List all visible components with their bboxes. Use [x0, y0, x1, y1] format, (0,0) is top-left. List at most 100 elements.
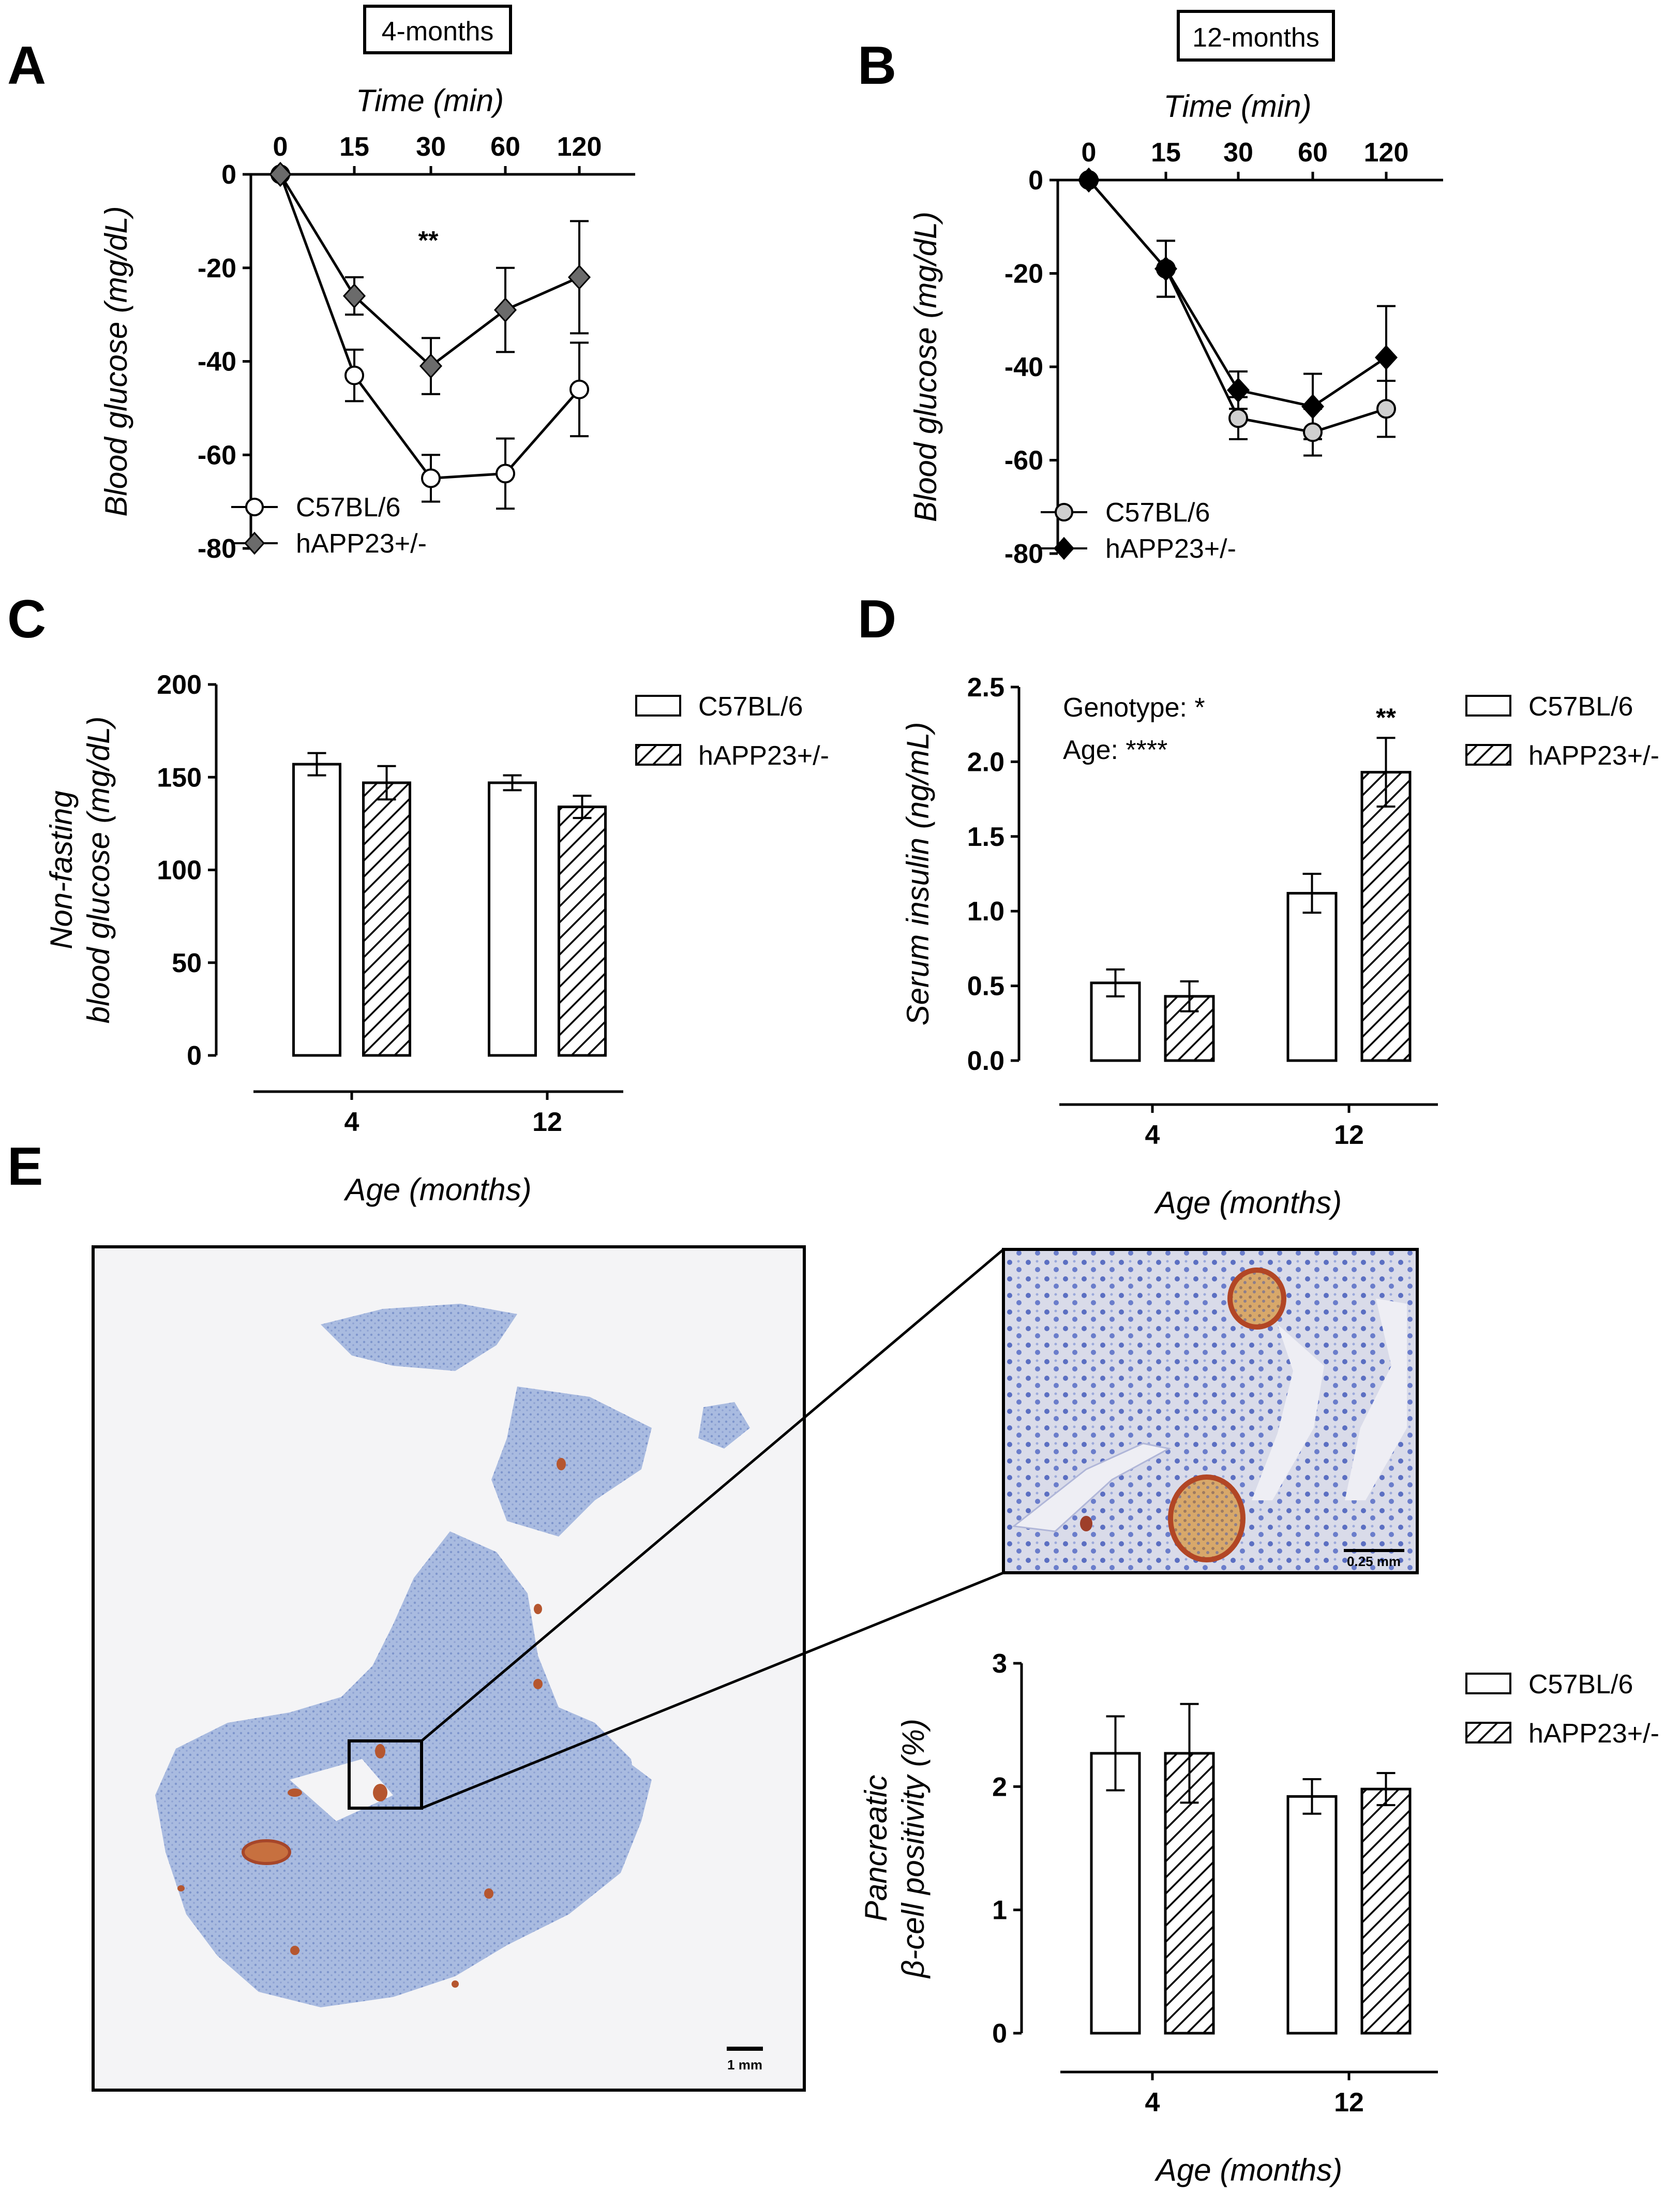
x-axis-title: Age (months) — [343, 1172, 531, 1207]
islet — [484, 1888, 493, 1899]
bar-hAPP23+/--12 — [1360, 1787, 1412, 2035]
legend-label: C57BL/6 — [1528, 692, 1633, 722]
legend-label: hAPP23+/- — [1528, 741, 1659, 771]
x-tick-label: 60 — [1298, 138, 1328, 168]
islet — [375, 1744, 385, 1758]
x-tick-label: 120 — [1364, 138, 1409, 168]
pancreas-overview-image: 1 mm — [92, 1245, 806, 2092]
tissue-small-lobe — [698, 1402, 750, 1449]
data-point-circle — [1228, 408, 1248, 428]
x-tick-label: 0 — [273, 132, 288, 162]
y-tick-label: 0.0 — [967, 1046, 1004, 1076]
legend-swatch — [1465, 695, 1511, 717]
zoom-connector-top — [421, 1248, 1004, 1742]
islet — [534, 1604, 542, 1614]
significance-marker: ** — [1376, 703, 1396, 732]
islet — [452, 1980, 459, 1988]
chart-c-nonfasting-glucose: 0 50 100 150 200 4 12 Age (months) Non-fasting bl… — [44, 670, 829, 1207]
stats-text: Genotype: * — [1063, 693, 1205, 723]
legend-label: hAPP23+/- — [698, 741, 829, 771]
data-point-circle — [1376, 399, 1396, 419]
y-tick-label: 50 — [172, 948, 202, 978]
data-point-diamond — [1374, 345, 1398, 370]
data-point-circle — [421, 468, 441, 488]
legend-label: hAPP23+/- — [1105, 534, 1236, 564]
tissue-body — [155, 1531, 641, 2007]
title-4-months: 4-months — [382, 17, 494, 47]
y-tick-label: -40 — [198, 347, 236, 377]
islet — [290, 1946, 299, 1955]
stats-text: Age: **** — [1063, 735, 1167, 765]
data-point-diamond — [419, 353, 443, 379]
y-axis-title: Non-fasting — [44, 791, 79, 949]
data-point-diamond — [268, 161, 292, 187]
data-point-circle — [569, 379, 589, 399]
x-tick-label: 4 — [1145, 1120, 1160, 1150]
legend-swatch — [1465, 744, 1511, 766]
title-box-4-months — [363, 5, 512, 54]
x-tick-label: 4 — [344, 1107, 359, 1137]
legend-swatch — [635, 695, 681, 717]
y-tick-label: 0 — [1028, 166, 1043, 196]
y-tick-label: 150 — [157, 763, 202, 793]
legend-swatch — [1465, 1673, 1511, 1694]
islet-small — [1080, 1516, 1092, 1531]
y-tick-label: 2 — [992, 1772, 1007, 1802]
x-tick-label: 12 — [1334, 2088, 1364, 2118]
data-point-circle — [1303, 422, 1323, 442]
title-box-12-months — [1177, 10, 1335, 62]
bar-hAPP23+/--12 — [1360, 771, 1412, 1062]
legend-marker-diamond — [1053, 536, 1075, 560]
y-tick-label: -80 — [1004, 539, 1043, 569]
legend-marker-circle — [1055, 503, 1073, 521]
y-tick-label: 1.0 — [967, 897, 1004, 927]
y-tick-label: 1 — [992, 1896, 1007, 1926]
islet — [242, 1839, 291, 1865]
y-tick-label: 100 — [157, 856, 202, 886]
islet — [557, 1458, 566, 1470]
y-axis-title: Serum insulin (ng/mL) — [901, 722, 935, 1026]
legend-swatch — [635, 744, 681, 766]
y-axis-title: Blood glucose (mg/dL) — [908, 212, 943, 522]
tissue-right-lobe — [569, 1738, 652, 1842]
legend-marker-diamond — [244, 531, 265, 555]
y-axis-title: Blood glucose (mg/dL) — [99, 206, 133, 516]
y-tick-label: -60 — [1004, 446, 1043, 476]
y-axis-title: β-cell positivity (%) — [896, 1719, 931, 1979]
scale-bar-inset-label: 0.25 mm — [1347, 1554, 1401, 1569]
x-axis-title: Age (months) — [1154, 2153, 1342, 2187]
panel-label-d: D — [858, 589, 896, 649]
significance-marker: ** — [418, 226, 439, 255]
data-point-diamond — [493, 297, 517, 323]
islet — [288, 1788, 302, 1797]
islet-large-bottom — [1168, 1474, 1246, 1562]
panel-label-e: E — [7, 1137, 43, 1197]
scale-bar-overview-label: 1 mm — [727, 2057, 762, 2073]
islet-inset-image: 0.25 mm — [1002, 1248, 1419, 1574]
y-tick-label: 2.0 — [967, 747, 1004, 777]
x-tick-label: 30 — [1223, 138, 1253, 168]
legend-label: C57BL/6 — [698, 692, 803, 722]
x-tick-label: 60 — [490, 132, 520, 162]
tissue-mid-lobe — [491, 1387, 652, 1537]
series-line-C57BL/6 — [279, 174, 580, 480]
islet — [177, 1885, 185, 1891]
y-tick-label: 2.5 — [967, 673, 1004, 703]
x-tick-label: 12 — [1334, 1120, 1364, 1150]
y-tick-label: 1.5 — [967, 822, 1004, 852]
data-point-diamond — [567, 264, 591, 290]
zoom-region-box — [348, 1739, 423, 1810]
x-tick-label: 30 — [416, 132, 446, 162]
data-point-diamond — [1077, 167, 1101, 193]
panel-label-a: A — [7, 36, 46, 96]
vessel-right — [1252, 1324, 1324, 1500]
x-tick-label: 15 — [1151, 138, 1181, 168]
legend-label: C57BL/6 — [296, 493, 400, 523]
x-tick-label: 0 — [1082, 138, 1097, 168]
y-tick-label: -20 — [1004, 259, 1043, 289]
x-axis-title: Time (min) — [356, 83, 504, 118]
x-tick-label: 15 — [339, 132, 369, 162]
chart-a-4-months: 0 15 30 60 120 Time (min) 0 -20 -40 -60 -80 Blood g… — [99, 83, 635, 564]
duct — [1012, 1442, 1172, 1532]
